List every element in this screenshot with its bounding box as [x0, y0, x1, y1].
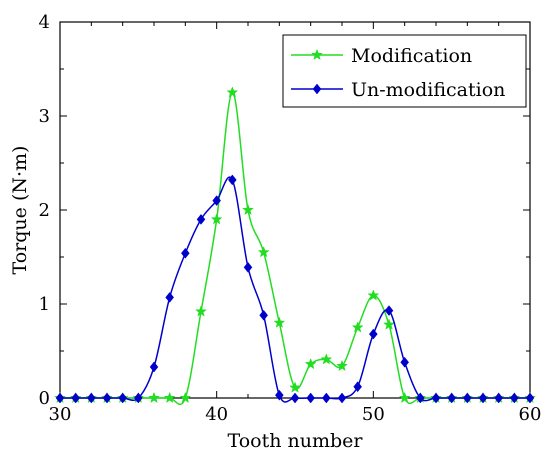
data-point-un-modification — [416, 392, 425, 404]
data-point-un-modification — [259, 309, 268, 321]
legend-marker-un-modification — [312, 83, 322, 95]
data-point-un-modification — [463, 392, 472, 404]
series-line-modification — [60, 91, 530, 406]
data-point-un-modification — [196, 213, 206, 225]
y-tick-label: 3 — [39, 106, 50, 127]
data-point-un-modification — [149, 361, 159, 373]
data-point-un-modification — [243, 261, 253, 273]
ticks — [59, 21, 531, 399]
data-point-un-modification — [369, 328, 378, 340]
data-point-un-modification — [181, 247, 190, 259]
data-point-modification — [210, 213, 223, 225]
data-point-un-modification — [102, 392, 112, 404]
data-point-un-modification — [353, 381, 362, 393]
data-point-un-modification — [55, 392, 65, 404]
legend-marker-modification — [311, 48, 323, 61]
series-line-un-modification — [60, 176, 530, 403]
data-point-modification — [383, 318, 395, 330]
legend: Modification Un-modification — [282, 34, 527, 108]
data-point-un-modification — [165, 292, 174, 303]
y-tick-label: 4 — [39, 12, 50, 33]
tick-labels: 30 40 50 60 0 1 2 3 4 — [39, 12, 542, 425]
data-point-modification — [273, 316, 286, 328]
data-point-modification — [289, 381, 301, 393]
data-point-un-modification — [337, 392, 347, 404]
data-point-un-modification — [306, 392, 315, 404]
x-tick-label: 30 — [49, 404, 72, 425]
x-tick-label: 50 — [362, 404, 385, 425]
data-point-un-modification — [290, 392, 300, 404]
data-point-un-modification — [118, 392, 127, 404]
data-point-modification — [226, 86, 239, 98]
data-point-modification — [304, 357, 317, 370]
data-point-modification — [179, 391, 192, 404]
data-point-modification — [148, 391, 160, 404]
data-point-un-modification — [494, 392, 503, 404]
data-point-modification — [163, 391, 176, 404]
data-point-modification — [367, 289, 380, 301]
data-point-modification — [398, 391, 411, 404]
data-point-un-modification — [384, 305, 394, 316]
series-modification — [54, 86, 536, 406]
y-tick-label: 1 — [39, 294, 50, 315]
data-point-un-modification — [400, 356, 409, 368]
data-point-un-modification — [478, 392, 488, 404]
data-point-modification — [195, 305, 207, 317]
data-point-un-modification — [87, 392, 96, 404]
data-point-un-modification — [322, 392, 331, 404]
x-tick-label: 60 — [519, 404, 542, 425]
series-layer — [54, 86, 536, 406]
y-tick-label: 2 — [39, 200, 50, 221]
data-point-un-modification — [212, 195, 221, 207]
y-axis-title: Torque (N·m) — [9, 146, 31, 275]
data-point-modification — [242, 203, 254, 216]
data-point-modification — [336, 359, 348, 372]
x-axis-title: Tooth number — [228, 430, 364, 452]
data-point-modification — [351, 321, 364, 333]
data-point-un-modification — [431, 392, 441, 404]
data-point-un-modification — [71, 392, 80, 404]
data-point-modification — [320, 353, 333, 365]
data-point-modification — [257, 246, 270, 258]
data-point-un-modification — [447, 392, 456, 404]
legend-label-modification: Modification — [351, 45, 472, 67]
data-point-un-modification — [134, 392, 143, 404]
x-tick-label: 40 — [205, 404, 228, 425]
data-point-un-modification — [275, 389, 284, 401]
data-point-un-modification — [228, 174, 237, 186]
series-un-modification — [55, 174, 535, 404]
legend-box — [282, 34, 527, 108]
data-point-un-modification — [525, 392, 535, 404]
y-tick-label: 0 — [39, 388, 50, 409]
legend-label-un-modification: Un-modification — [351, 79, 505, 101]
legend-entries: Modification Un-modification — [291, 45, 505, 101]
data-point-un-modification — [510, 392, 519, 404]
